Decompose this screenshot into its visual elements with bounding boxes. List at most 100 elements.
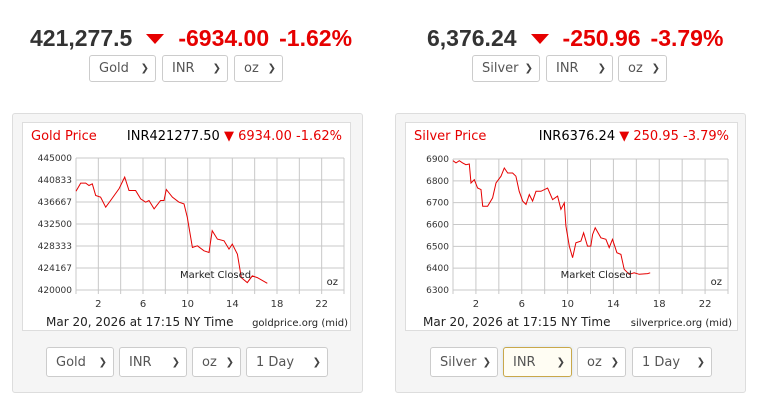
- silver-price-chart: 6300 6400 6500 6600 6700 6800 6900 2 6 10 14 18 22 Ma…: [423, 155, 732, 329]
- price-line: [452, 160, 651, 275]
- gold-chart-unit-select[interactable]: oz ❯: [192, 347, 241, 377]
- y-tick-label: 6400: [426, 264, 449, 274]
- chevron-down-icon: ❯: [597, 63, 606, 74]
- y-tick-label: 6900: [426, 155, 449, 165]
- x-tick-label: 18: [653, 299, 666, 310]
- silver-chart-card: Silver Price INR6376.24 ▼ 250.95 -3.79% …: [405, 122, 738, 331]
- gold-price: 421,277.5: [30, 25, 133, 51]
- gold-chart-card: Gold Price INR421277.50 ▼ 6934.00 -1.62%…: [22, 122, 351, 331]
- y-tick-label: 445000: [38, 154, 73, 164]
- y-tick-label: 6800: [426, 177, 449, 187]
- chart-source: goldprice.org (mid): [252, 318, 348, 329]
- select-value: Gold: [99, 61, 129, 76]
- chevron-down-icon: ❯: [212, 63, 221, 74]
- down-arrow-icon: [146, 33, 165, 44]
- silver-change: -250.96: [562, 25, 641, 51]
- gold-unit-select[interactable]: oz ❯: [234, 55, 283, 82]
- down-arrow-icon: [530, 33, 549, 44]
- select-value: INR: [172, 61, 195, 76]
- gold-chart-metal-select[interactable]: Gold ❯: [46, 347, 114, 377]
- y-tick-label: 432500: [38, 220, 73, 230]
- select-value: 1 Day: [256, 354, 295, 370]
- gold-chart-currency-select[interactable]: INR ❯: [119, 347, 187, 377]
- gold-change: -6934.00: [178, 25, 270, 51]
- gold-metal-select[interactable]: Gold ❯: [89, 55, 156, 82]
- header-change: 250.95: [633, 129, 679, 144]
- silver-percent: -3.79%: [650, 25, 724, 51]
- x-tick-label: 6: [140, 299, 146, 310]
- chart-timestamp: Mar 20, 2026 at 17:15 NY Time: [423, 315, 610, 329]
- y-tick-label: 428333: [38, 242, 72, 252]
- chevron-down-icon: ❯: [556, 356, 565, 368]
- chevron-down-icon: ❯: [98, 356, 107, 368]
- down-arrow-icon: ▼: [615, 129, 634, 144]
- y-tick-label: 6500: [426, 242, 449, 252]
- gold-chart-title: Gold Price: [31, 129, 97, 144]
- x-tick-label: 22: [699, 299, 712, 310]
- market-closed-label: Market Closed: [180, 270, 251, 281]
- x-tick-label: 6: [519, 299, 525, 310]
- chevron-down-icon: ❯: [696, 356, 705, 368]
- silver-unit-select[interactable]: oz ❯: [618, 55, 667, 82]
- select-value: Silver: [482, 61, 519, 76]
- y-tick-label: 420000: [38, 286, 73, 296]
- chevron-down-icon: ❯: [171, 356, 180, 368]
- silver-chart-period-select[interactable]: 1 Day ❯: [632, 347, 712, 377]
- silver-ticker: 6,376.24 -250.96 -3.79%: [427, 25, 723, 52]
- select-value: INR: [129, 354, 152, 370]
- chevron-down-icon: ❯: [482, 356, 491, 368]
- gold-chart-header: INR421277.50 ▼ 6934.00 -1.62%: [127, 129, 342, 144]
- x-tick-label: 10: [181, 299, 194, 310]
- x-tick-label: 14: [226, 299, 239, 310]
- header-percent: -3.79%: [683, 129, 729, 144]
- header-price: INR421277.50: [126, 129, 220, 144]
- y-tick-label: 436667: [38, 198, 72, 208]
- select-value: 1 Day: [642, 354, 681, 370]
- y-tick-label: 6300: [426, 286, 449, 296]
- silver-metal-select[interactable]: Silver ❯: [472, 55, 540, 82]
- silver-currency-select[interactable]: INR ❯: [546, 55, 613, 82]
- gold-currency-select[interactable]: INR ❯: [162, 55, 228, 82]
- x-tick-label: 18: [271, 299, 284, 310]
- x-tick-label: 22: [315, 299, 328, 310]
- select-value: INR: [556, 61, 579, 76]
- y-tick-label: 424167: [38, 264, 72, 274]
- select-value: oz: [244, 61, 259, 76]
- select-value: Silver: [440, 354, 477, 370]
- chevron-down-icon: ❯: [267, 63, 276, 74]
- y-tick-label: 440833: [38, 176, 72, 186]
- header-percent: -1.62%: [296, 129, 342, 144]
- select-value: oz: [587, 354, 602, 370]
- silver-chart-metal-select[interactable]: Silver ❯: [430, 347, 498, 377]
- chevron-down-icon: ❯: [312, 356, 321, 368]
- down-arrow-icon: ▼: [219, 129, 239, 144]
- gold-percent: -1.62%: [279, 25, 353, 51]
- chevron-down-icon: ❯: [225, 356, 234, 368]
- silver-chart-unit-select[interactable]: oz ❯: [577, 347, 626, 377]
- silver-chart-title: Silver Price: [414, 129, 487, 144]
- y-tick-label: 6700: [426, 199, 449, 209]
- select-value: oz: [202, 354, 217, 370]
- select-value: oz: [628, 61, 643, 76]
- gold-chart-period-select[interactable]: 1 Day ❯: [246, 347, 328, 377]
- x-tick-label: 10: [561, 299, 574, 310]
- x-tick-label: 2: [95, 299, 101, 310]
- chevron-down-icon: ❯: [140, 63, 149, 74]
- gold-ticker: 421,277.5 -6934.00 -1.62%: [30, 25, 352, 52]
- header-change: 6934.00: [238, 129, 292, 144]
- chevron-down-icon: ❯: [524, 63, 533, 74]
- header-price: INR6376.24: [538, 129, 616, 144]
- gold-price-chart: 420000 424167 428333 432500 436667 440833 4450…: [38, 154, 348, 329]
- silver-chart-header: INR6376.24 ▼ 250.95 -3.79%: [539, 129, 729, 144]
- unit-label: oz: [711, 277, 722, 288]
- market-closed-label: Market Closed: [561, 270, 632, 281]
- chart-source: silverprice.org (mid): [631, 318, 732, 329]
- silver-price: 6,376.24: [427, 25, 517, 51]
- chart-timestamp: Mar 20, 2026 at 17:15 NY Time: [46, 315, 233, 329]
- unit-label: oz: [327, 277, 338, 288]
- silver-chart-currency-select[interactable]: INR ❯: [503, 347, 572, 377]
- select-value: Gold: [56, 354, 86, 370]
- chevron-down-icon: ❯: [651, 63, 660, 74]
- y-tick-label: 6600: [426, 221, 449, 231]
- x-tick-label: 2: [473, 299, 479, 310]
